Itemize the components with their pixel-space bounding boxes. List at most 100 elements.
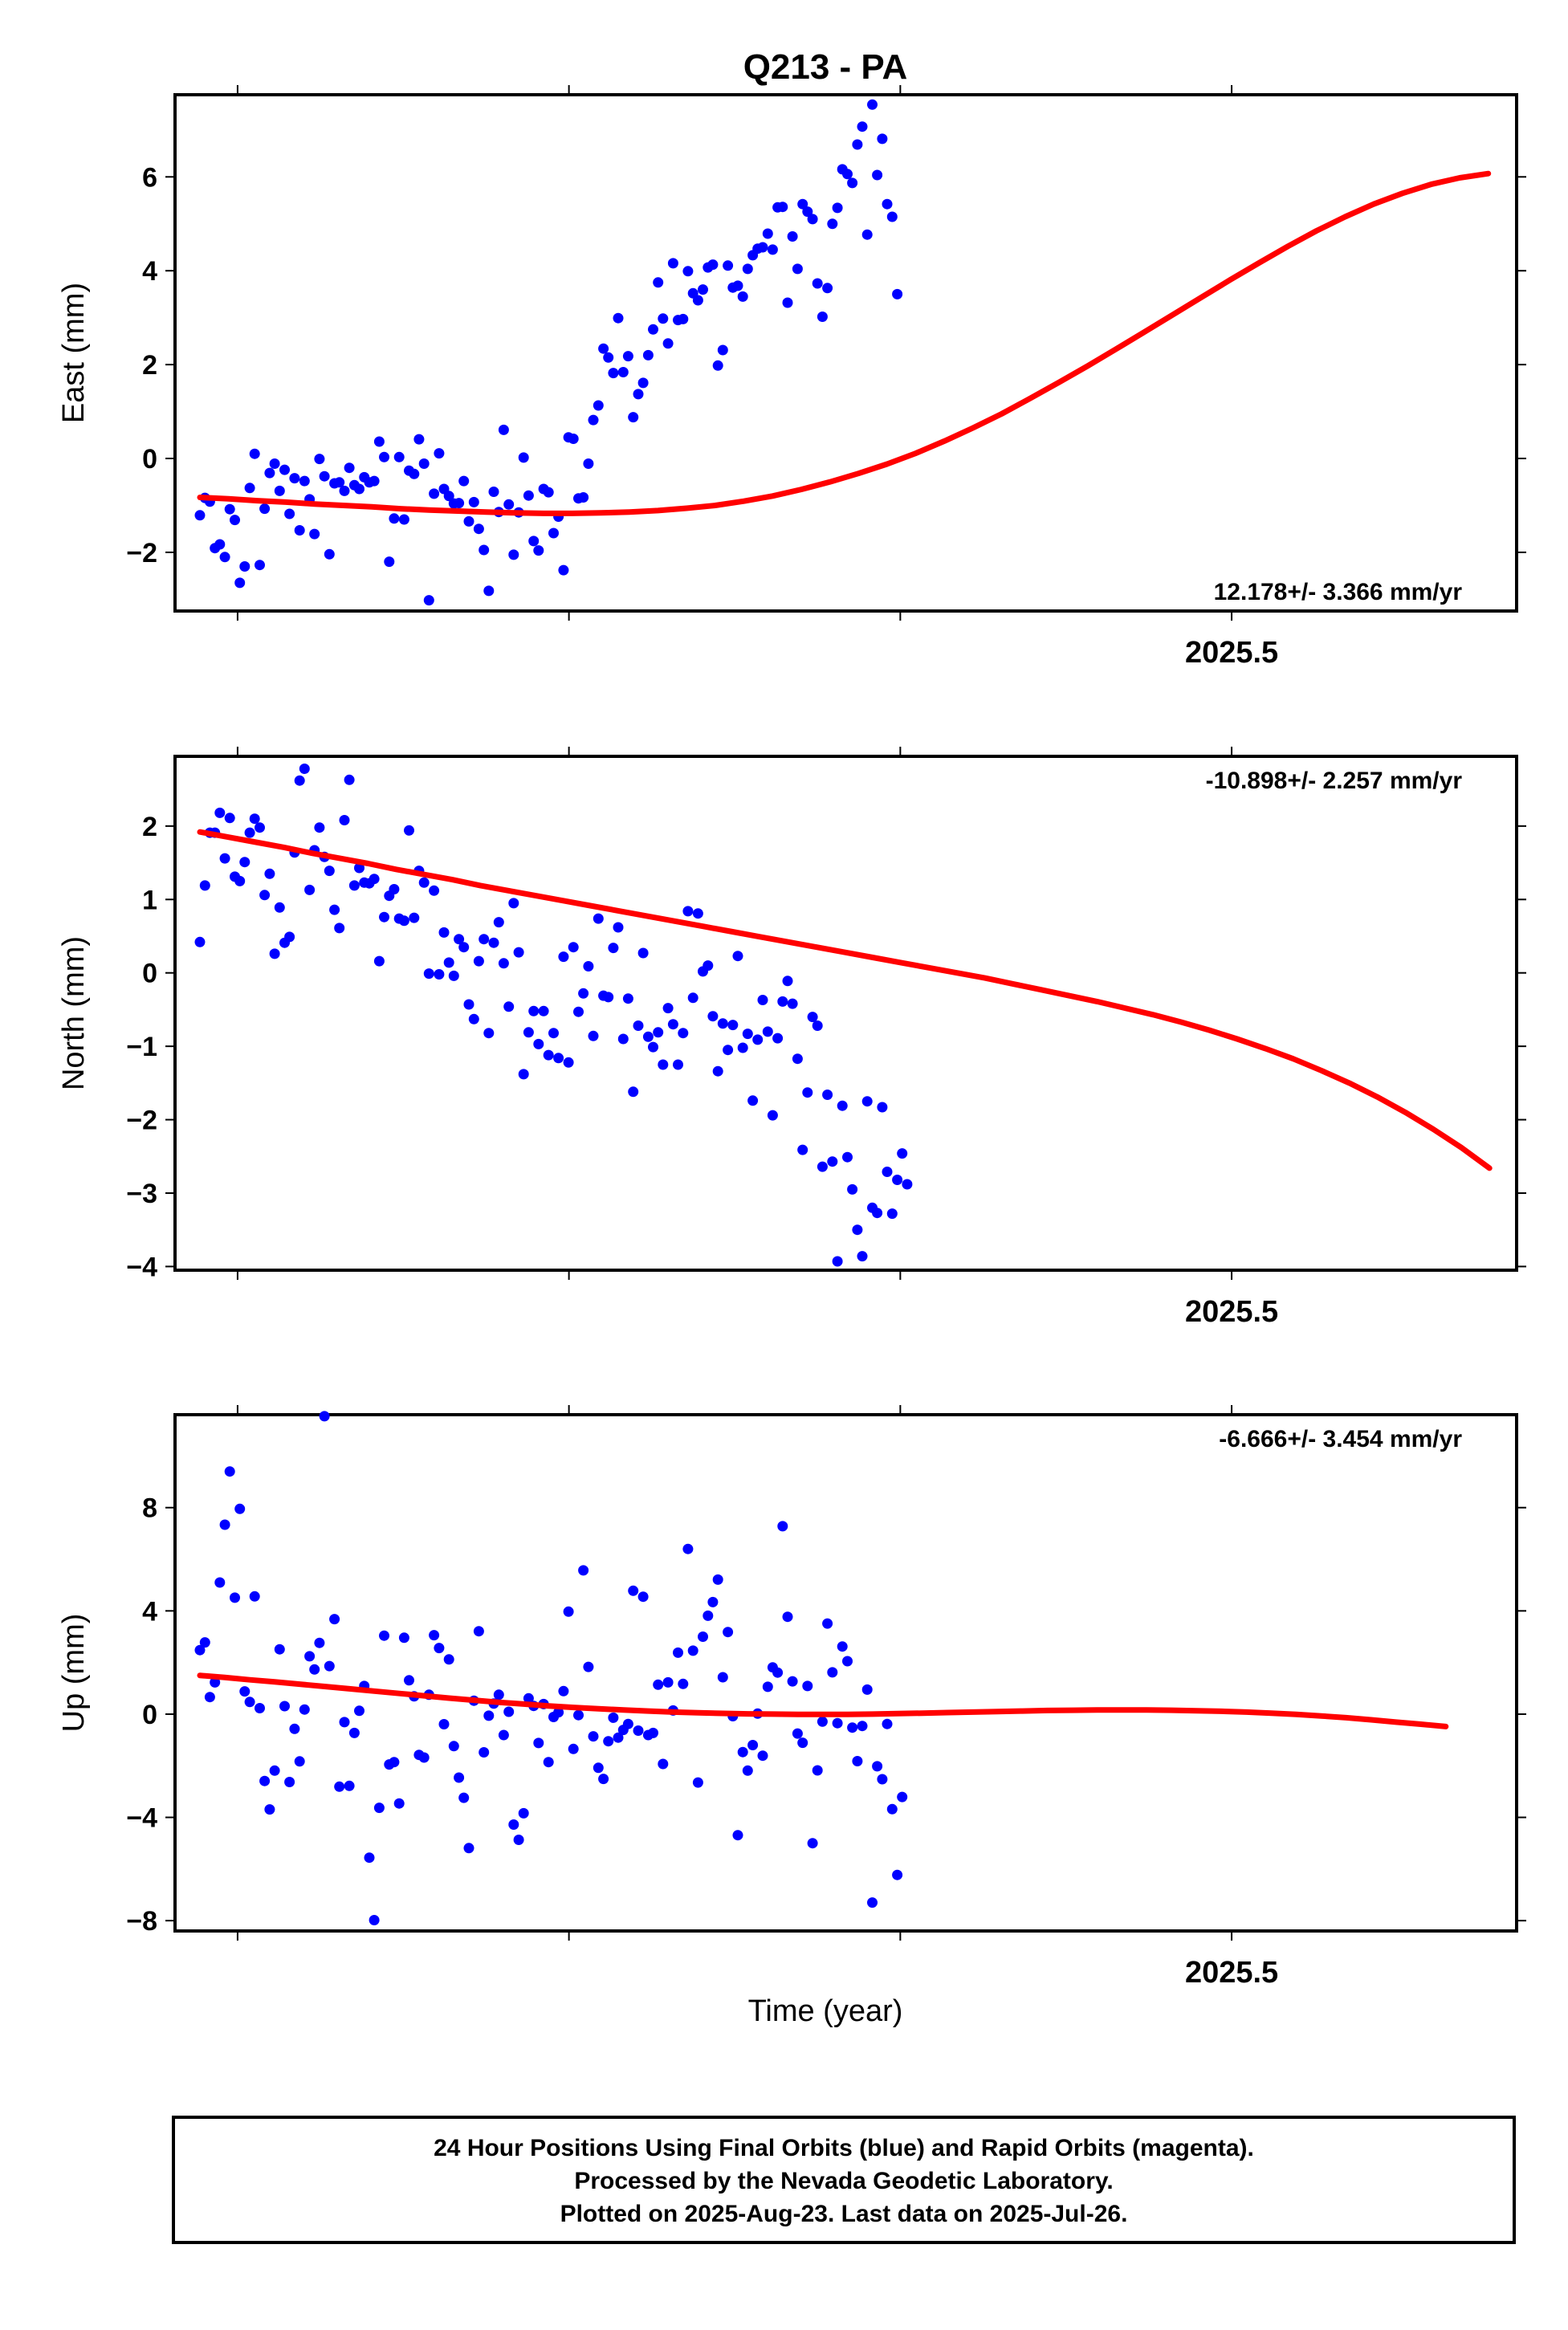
east-data-point xyxy=(488,487,499,497)
north-data-point xyxy=(608,943,619,954)
up-data-point xyxy=(404,1675,414,1686)
up-data-point xyxy=(379,1630,389,1641)
east-data-point xyxy=(777,202,788,213)
up-data-point xyxy=(578,1565,589,1576)
north-data-point xyxy=(369,874,380,885)
north-data-point xyxy=(194,936,206,947)
north-data-point xyxy=(255,822,265,833)
east-data-point xyxy=(528,536,540,547)
up-data-point xyxy=(637,1591,649,1603)
north-data-point xyxy=(792,1053,803,1065)
east-data-point xyxy=(892,288,903,299)
east-data-point xyxy=(717,344,728,356)
up-data-point xyxy=(454,1772,465,1783)
east-data-point xyxy=(393,451,405,462)
north-data-point xyxy=(314,822,325,833)
east-data-point xyxy=(723,260,734,271)
east-data-point xyxy=(255,560,265,571)
east-data-point xyxy=(852,139,863,150)
north-data-point xyxy=(673,1059,683,1070)
east-data-point xyxy=(578,492,589,503)
north-data-point xyxy=(578,988,589,999)
east-data-point xyxy=(682,266,694,277)
up-data-point xyxy=(543,1757,554,1768)
north-data-point xyxy=(872,1208,883,1219)
east-data-point xyxy=(762,228,773,239)
east-data-point xyxy=(384,556,395,568)
up-data-point xyxy=(289,1723,300,1734)
north-data-point xyxy=(737,1042,748,1053)
north-data-point xyxy=(682,906,694,917)
east-x-tick-label: 2025.5 xyxy=(1185,636,1278,670)
north-data-point xyxy=(687,992,698,1004)
north-data-point xyxy=(533,1038,544,1049)
north-data-point xyxy=(219,853,230,864)
up-y-tick-label: 4 xyxy=(142,1596,157,1627)
north-data-point xyxy=(658,1059,669,1070)
north-data-point xyxy=(404,825,414,836)
north-data-point xyxy=(429,885,440,896)
east-data-point xyxy=(334,477,345,488)
up-data-point xyxy=(284,1777,295,1787)
north-data-point xyxy=(787,998,798,1009)
north-data-point xyxy=(324,866,335,877)
up-data-point xyxy=(658,1758,669,1770)
panel-east: 2025.5 −2 0 2 4 6 East (mm) 12.178+/- 3.366 mm/… xyxy=(57,85,1526,670)
up-data-point xyxy=(707,1596,719,1607)
up-data-point xyxy=(593,1762,604,1774)
east-data-point xyxy=(423,595,434,606)
east-data-point xyxy=(613,312,624,324)
north-data-point xyxy=(667,1019,678,1030)
east-data-point xyxy=(742,263,753,275)
east-data-point xyxy=(861,229,873,240)
north-data-point xyxy=(493,917,504,928)
east-data-point xyxy=(583,458,594,469)
north-data-point xyxy=(468,1013,479,1024)
up-data-point xyxy=(892,1869,903,1880)
up-data-point xyxy=(364,1852,375,1864)
east-y-axis-label: East (mm) xyxy=(57,283,91,423)
east-data-point xyxy=(817,312,828,322)
north-data-point xyxy=(812,1020,823,1031)
north-data-point xyxy=(483,1028,495,1039)
north-data-point xyxy=(454,934,465,945)
up-data-point xyxy=(393,1798,405,1809)
up-data-point xyxy=(473,1626,484,1637)
east-data-point xyxy=(822,283,833,294)
east-data-point xyxy=(737,291,748,302)
east-data-point xyxy=(194,510,206,521)
east-data-point xyxy=(692,295,703,306)
east-data-point xyxy=(617,367,629,377)
east-data-point xyxy=(463,515,474,527)
up-data-point xyxy=(354,1705,365,1717)
up-data-point xyxy=(210,1676,221,1688)
north-data-point xyxy=(304,884,316,895)
north-data-point xyxy=(588,1030,599,1041)
up-plot-frame xyxy=(173,1413,1518,1933)
east-data-point xyxy=(886,211,898,222)
north-data-point xyxy=(617,1033,629,1045)
north-plot-frame xyxy=(173,755,1518,1272)
north-data-point xyxy=(334,923,345,934)
east-data-point xyxy=(588,414,599,426)
north-data-point xyxy=(573,1006,584,1017)
north-data-point xyxy=(802,1087,813,1098)
north-y-tick-label: −1 xyxy=(126,1032,157,1062)
east-data-point xyxy=(498,424,509,435)
north-data-point xyxy=(832,1256,843,1267)
north-data-point xyxy=(842,1151,853,1163)
north-y-tick-label: −3 xyxy=(126,1179,157,1209)
up-data-point xyxy=(255,1703,265,1713)
east-data-point xyxy=(429,488,440,499)
north-data-point xyxy=(817,1161,828,1172)
north-data-point xyxy=(518,1069,529,1080)
north-data-point xyxy=(857,1251,868,1262)
north-data-point xyxy=(703,960,714,972)
north-data-point xyxy=(723,1045,734,1056)
up-data-point xyxy=(249,1591,260,1602)
up-data-point xyxy=(204,1692,215,1703)
east-data-point xyxy=(314,454,325,465)
north-data-point xyxy=(488,937,499,948)
up-data-point xyxy=(608,1712,619,1723)
